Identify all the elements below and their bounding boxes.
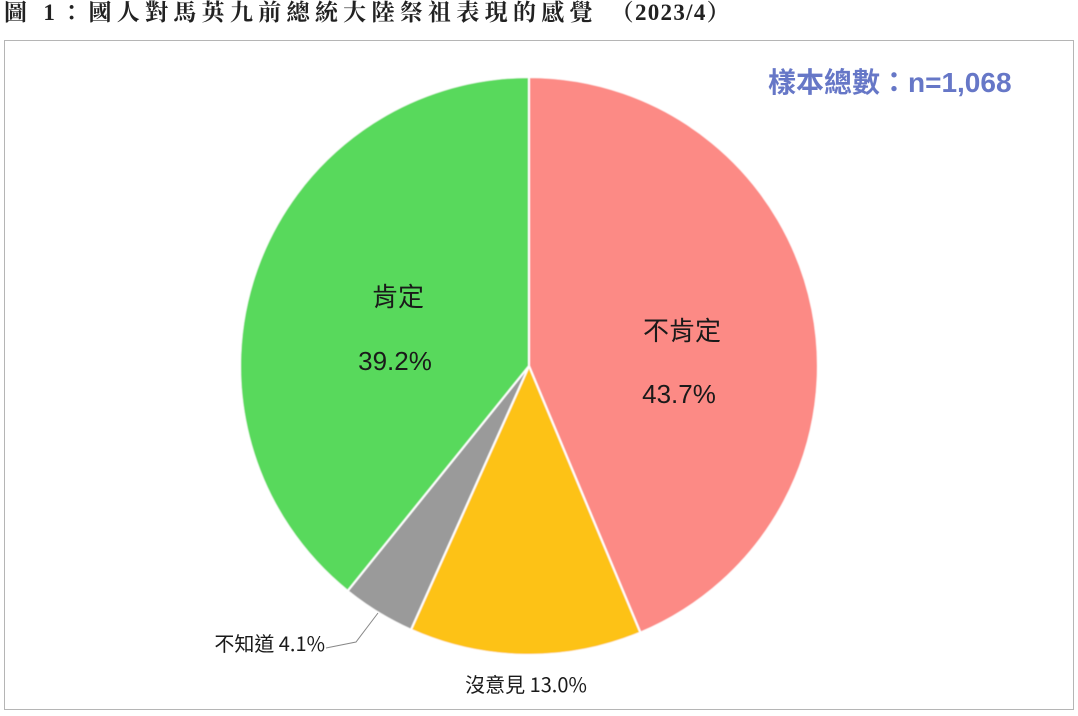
svg-text:沒意見 13.0%: 沒意見 13.0% [465, 669, 587, 698]
svg-text:39.2%: 39.2% [358, 346, 432, 376]
svg-text:不知道 4.1%: 不知道 4.1% [214, 628, 325, 657]
svg-text:不肯定: 不肯定 [643, 311, 721, 348]
svg-text:肯定: 肯定 [372, 277, 424, 314]
svg-text:43.7%: 43.7% [642, 379, 716, 409]
